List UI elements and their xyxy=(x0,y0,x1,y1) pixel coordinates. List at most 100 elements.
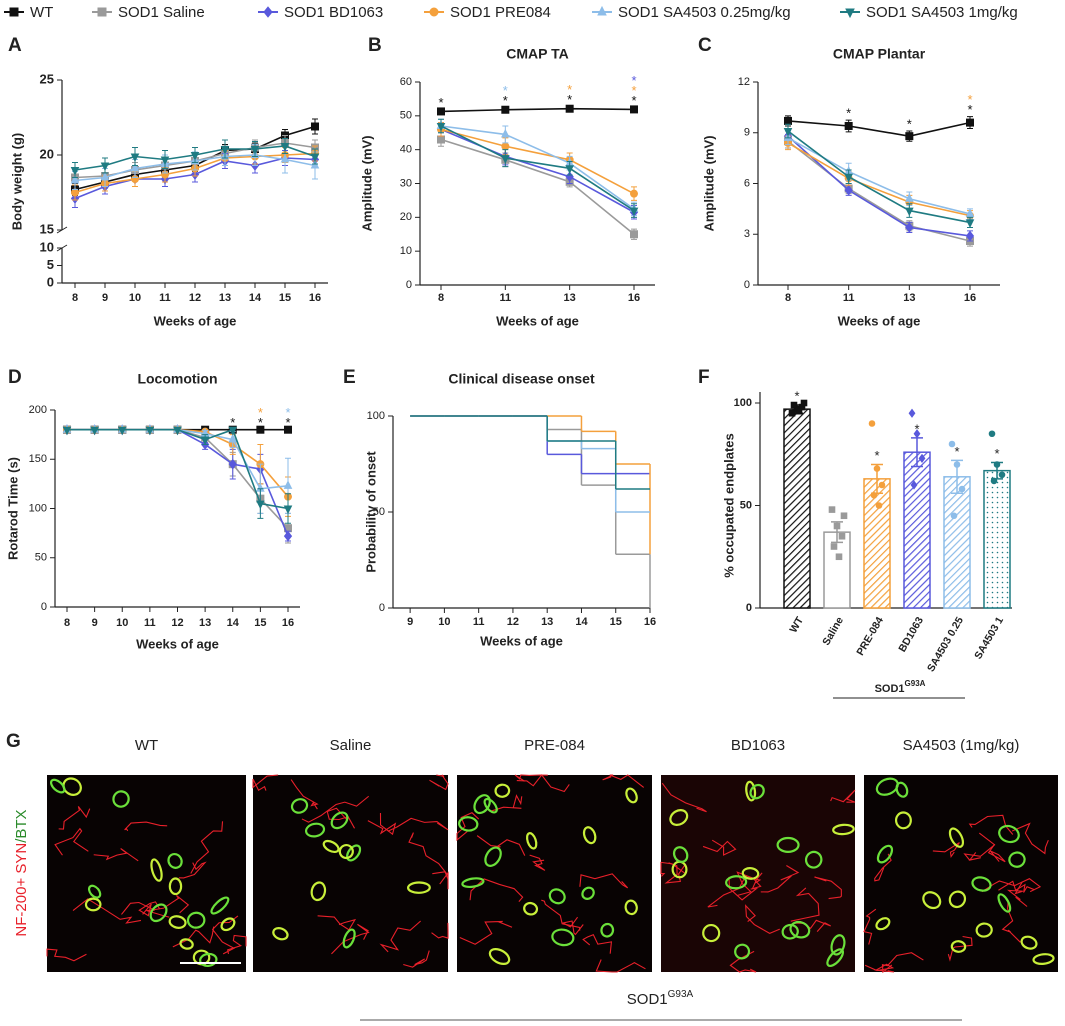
endplate xyxy=(494,783,511,798)
axon xyxy=(963,843,996,861)
x-axis-label: Weeks of age xyxy=(136,636,219,651)
x-tick-label: 10 xyxy=(438,616,450,628)
axon xyxy=(290,779,319,810)
marker xyxy=(948,440,956,448)
marker xyxy=(90,426,99,436)
endplate xyxy=(998,824,1020,844)
endplate xyxy=(272,927,289,941)
bar xyxy=(903,451,931,609)
endplate xyxy=(87,884,102,899)
endplate xyxy=(826,948,845,968)
marker xyxy=(998,471,1006,479)
x-tick-label: 11 xyxy=(473,616,485,628)
series-line xyxy=(67,428,289,537)
marker xyxy=(62,426,72,436)
x-tick-label: 11 xyxy=(843,292,855,304)
marker xyxy=(130,153,140,163)
x-tick-label: SA4503 1 xyxy=(972,615,1006,662)
y-tick-label: 15 xyxy=(40,221,54,236)
endplate xyxy=(875,777,899,796)
endplate xyxy=(669,809,689,826)
endplate xyxy=(745,780,757,802)
x-axis-label: Weeks of age xyxy=(496,313,579,328)
legend-marker xyxy=(263,6,273,18)
axon xyxy=(252,774,279,791)
significance-mark: * xyxy=(258,405,263,420)
marker xyxy=(256,425,265,434)
axon xyxy=(529,854,546,871)
endplate xyxy=(461,877,485,889)
y-tick-label: 9 xyxy=(744,127,750,139)
endplate xyxy=(473,794,491,815)
axon xyxy=(814,876,842,900)
series-line xyxy=(440,125,635,212)
legend-label: WT xyxy=(30,4,53,21)
series-line xyxy=(67,428,289,510)
axon xyxy=(595,959,646,973)
axon xyxy=(429,774,449,791)
endplate xyxy=(149,903,168,923)
series-line xyxy=(440,107,635,113)
y-tick-label: 0 xyxy=(379,602,385,614)
y-tick-label: 3 xyxy=(744,228,750,240)
significance-mark: * xyxy=(230,415,235,430)
y-axis-label: Probability of onset xyxy=(363,451,378,573)
y-tick-label: 20 xyxy=(40,146,54,161)
endplate xyxy=(725,875,748,890)
series-line xyxy=(440,138,635,235)
endplate xyxy=(894,811,912,830)
y-tick-label: 0 xyxy=(406,279,412,291)
axon xyxy=(864,963,895,973)
significance-mark: * xyxy=(967,102,972,117)
marker xyxy=(501,128,510,138)
marker xyxy=(966,118,974,127)
y-tick-label: 50 xyxy=(373,506,385,518)
y-axis-label: Amplitude (mV) xyxy=(359,135,374,231)
group-label-text: SOD1 xyxy=(875,683,905,695)
marker xyxy=(630,105,638,114)
significance-mark: * xyxy=(794,388,799,403)
axon xyxy=(582,933,613,954)
panel-label: E xyxy=(343,367,356,388)
x-tick-label: 9 xyxy=(102,292,108,304)
bar xyxy=(863,478,891,609)
micrograph xyxy=(660,775,856,973)
marker xyxy=(280,143,290,152)
marker xyxy=(905,193,914,202)
x-tick-label: 11 xyxy=(500,292,512,304)
bar xyxy=(943,476,971,609)
group-label: SOD1G93A xyxy=(627,989,694,1008)
endplate xyxy=(168,877,183,896)
marker xyxy=(283,480,293,489)
micrograph xyxy=(456,774,652,973)
endplate xyxy=(1020,935,1038,950)
chart-title: Clinical disease onset xyxy=(448,371,595,387)
endplate xyxy=(167,852,183,869)
marker xyxy=(630,230,638,239)
endplate xyxy=(310,881,327,902)
marker xyxy=(160,156,170,166)
stain-red: NF-200+ SYN xyxy=(13,843,30,937)
axon xyxy=(541,899,581,931)
x-tick-label: 8 xyxy=(72,292,78,304)
chart-title: CMAP Plantar xyxy=(833,46,926,62)
marker xyxy=(838,532,846,540)
y-tick-label: 12 xyxy=(738,76,750,88)
significance-mark: * xyxy=(438,95,443,110)
legend-marker xyxy=(429,7,439,17)
marker xyxy=(790,401,798,409)
axon xyxy=(58,806,91,830)
significance-mark: * xyxy=(631,93,636,108)
x-tick-label: 9 xyxy=(92,617,98,629)
marker xyxy=(228,458,237,470)
marker xyxy=(250,146,260,155)
y-tick-label: 0 xyxy=(746,602,752,614)
marker xyxy=(565,165,574,174)
axon xyxy=(387,817,449,832)
marker xyxy=(873,465,881,472)
marker xyxy=(70,174,80,184)
x-tick-label: 15 xyxy=(610,616,622,628)
marker xyxy=(190,152,200,161)
axon xyxy=(459,920,513,945)
x-tick-label: 13 xyxy=(903,292,915,304)
